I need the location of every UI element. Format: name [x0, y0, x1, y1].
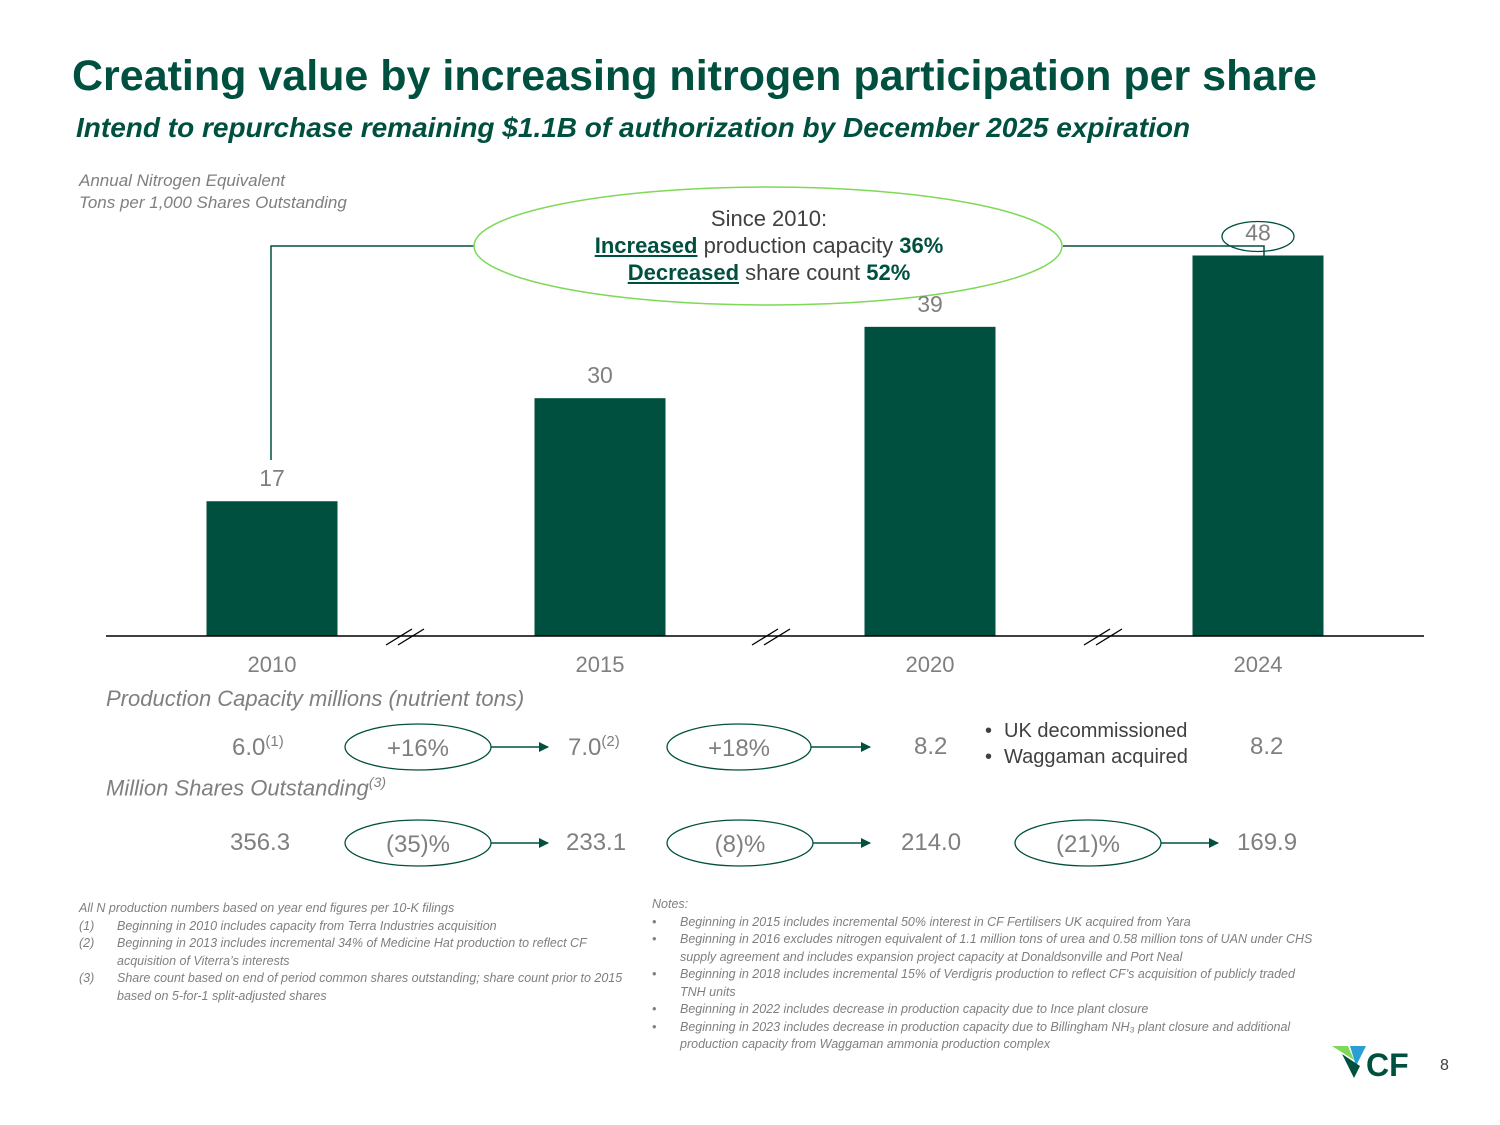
page-subtitle: Intend to repurchase remaining $1.1B of … [76, 112, 1191, 143]
y-axis-line2: Tons per 1,000 Shares Outstanding [79, 193, 347, 212]
shares-value-2010: 356.3 [230, 829, 291, 856]
callout-line3: Decreased share count 52% [474, 259, 1064, 286]
capacity-change-label-1: +16% [387, 735, 449, 762]
svg-text:CF: CF [1366, 1047, 1409, 1082]
shares-value-2020: 214.0 [901, 829, 962, 856]
capacity-label: Production Capacity millions (nutrient t… [106, 686, 525, 711]
note-3: • Beginning in 2018 includes incremental … [652, 967, 1295, 999]
x-tick-label-2010: 2010 [248, 652, 297, 677]
decreased-word: Decreased [627, 260, 740, 285]
increased-text: production capacity [697, 233, 900, 258]
shares-change-3 [1014, 819, 1219, 867]
capacity-value-2024: 8.2 [1250, 733, 1284, 760]
note-2: • Beginning in 2016 excludes nitrogen equ… [652, 932, 1313, 964]
capacity-change-1 [344, 723, 549, 771]
x-tick-label-2020: 2020 [906, 652, 955, 677]
bar-value-label-2010: 17 [259, 465, 285, 491]
note-5: • Beginning in 2023 includes decrease in … [652, 1019, 1291, 1052]
axis-break-3 [1083, 628, 1123, 646]
callout-ellipse [473, 186, 1063, 306]
page-number: 8 [1440, 1057, 1449, 1074]
shares-change-label-2: (8)% [715, 831, 766, 858]
capacity-change-2 [666, 723, 871, 771]
footnote-3: (3) Share count based on end of period co… [79, 971, 623, 1003]
bar-value-label-2020: 39 [917, 291, 943, 317]
x-tick-label-2015: 2015 [576, 652, 625, 677]
capacity-change-label-2: +18% [708, 735, 770, 762]
shares-label: Million Shares Outstanding(3) [106, 774, 387, 801]
bar-2024 [1192, 255, 1324, 636]
shares-change-1 [344, 819, 549, 867]
axis-break-2 [751, 628, 791, 646]
callout-text: Since 2010: Increased production capacit… [474, 186, 1064, 306]
shares-value-2015: 233.1 [566, 829, 627, 856]
capacity-bullets: UK decommissioned Waggaman acquired [985, 718, 1188, 770]
footnote-intro: All N production numbers based on year e… [79, 901, 455, 915]
bar-2020 [864, 326, 996, 636]
note-4: • Beginning in 2022 includes decrease in … [652, 1002, 1149, 1016]
increased-value: 36% [899, 233, 944, 258]
bar-2010 [206, 501, 338, 636]
bar-value-label-2015: 30 [587, 362, 613, 388]
page-title: Creating value by increasing nitrogen pa… [72, 52, 1317, 100]
capacity-value-2010: 6.0(1) [232, 733, 284, 761]
shares-value-2024: 169.9 [1237, 829, 1298, 856]
shares-change-label-1: (35)% [386, 831, 450, 858]
footnotes: All N production numbers based on year e… [79, 900, 639, 1005]
callout-line2: Increased production capacity 36% [474, 232, 1064, 259]
callout-line1: Since 2010: [710, 206, 828, 231]
notes: Notes: • Beginning in 2015 includes incre… [652, 896, 1320, 1054]
bullet-uk-decommissioned: UK decommissioned [985, 718, 1188, 744]
y-axis-line1: Annual Nitrogen Equivalent [79, 171, 286, 190]
bars-group: 17 2010 30 2015 39 2020 48 2024 [206, 219, 1324, 677]
footnote-1: (1) Beginning in 2010 includes capacity f… [79, 918, 497, 933]
axis-break-1 [385, 628, 425, 646]
decreased-value: 52% [866, 260, 911, 285]
shares-change-label-3: (21)% [1056, 831, 1120, 858]
bar-2015 [534, 398, 666, 636]
highlight-ellipse-2024 [1221, 220, 1295, 253]
capacity-value-2020: 8.2 [914, 733, 948, 760]
y-axis-description: Annual Nitrogen Equivalent Tons per 1,00… [79, 170, 347, 214]
shares-change-2 [666, 819, 871, 867]
capacity-value-2015: 7.0(2) [568, 733, 620, 761]
callout-connector-left [270, 245, 474, 460]
footnote-2: (2) Beginning in 2013 includes incrementa… [79, 936, 587, 968]
note-1: • Beginning in 2015 includes incremental … [652, 914, 1191, 929]
notes-heading: Notes: [652, 897, 689, 911]
bullet-waggaman-acquired: Waggaman acquired [985, 744, 1188, 770]
cf-logo: CF [1332, 1046, 1409, 1082]
bar-value-label-2024: 48 [1245, 219, 1271, 245]
decreased-text: share count [739, 260, 867, 285]
increased-word: Increased [594, 233, 698, 258]
x-tick-label-2024: 2024 [1234, 652, 1283, 677]
